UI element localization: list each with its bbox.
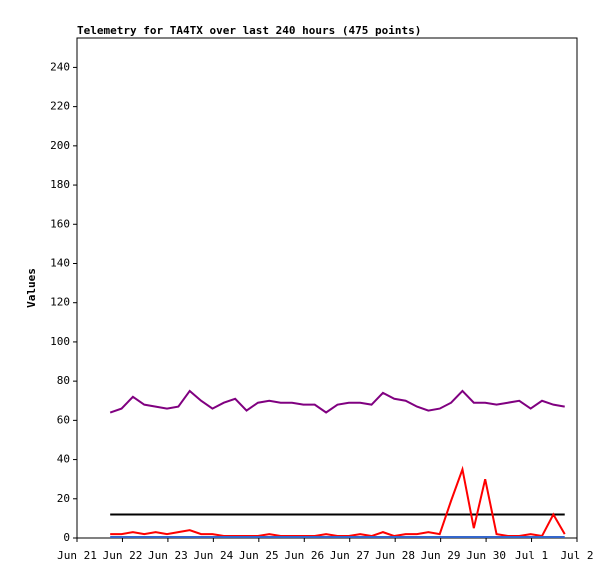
- x-tick-label: Jun 23: [148, 549, 188, 562]
- x-tick-label: Jun 21: [57, 549, 97, 562]
- x-tick-label: Jul 2: [560, 549, 593, 562]
- y-tick-label: 160: [50, 217, 70, 230]
- x-tick-label: Jun 26: [284, 549, 324, 562]
- y-tick-label: 220: [50, 100, 70, 113]
- y-tick-label: 20: [57, 492, 70, 505]
- y-tick-label: 180: [50, 178, 70, 191]
- x-tick-label: Jun 22: [103, 549, 143, 562]
- y-tick-label: 40: [57, 453, 70, 466]
- x-tick-label: Jun 28: [375, 549, 415, 562]
- series-line: [110, 465, 566, 538]
- x-tick-label: Jun 30: [466, 549, 506, 562]
- y-tick-label: 200: [50, 139, 70, 152]
- y-tick-label: 140: [50, 256, 70, 269]
- y-tick-label: 0: [63, 531, 70, 544]
- x-tick-label: Jun 27: [330, 549, 370, 562]
- x-tick-label: Jul 1: [515, 549, 548, 562]
- series-line: [109, 389, 565, 414]
- x-tick-label: Jun 25: [239, 549, 279, 562]
- x-tick-label: Jun 24: [193, 549, 233, 562]
- plot-frame: [76, 37, 578, 539]
- y-tick-label: 60: [57, 413, 70, 426]
- y-axis-label: Values: [25, 268, 38, 308]
- y-tick-label: 240: [50, 60, 70, 73]
- y-tick-label: 80: [57, 374, 70, 387]
- y-tick-label: 120: [50, 296, 70, 309]
- y-tick-label: 100: [50, 335, 70, 348]
- chart-title: Telemetry for TA4TX over last 240 hours …: [77, 24, 421, 37]
- x-tick-label: Jun 29: [421, 549, 461, 562]
